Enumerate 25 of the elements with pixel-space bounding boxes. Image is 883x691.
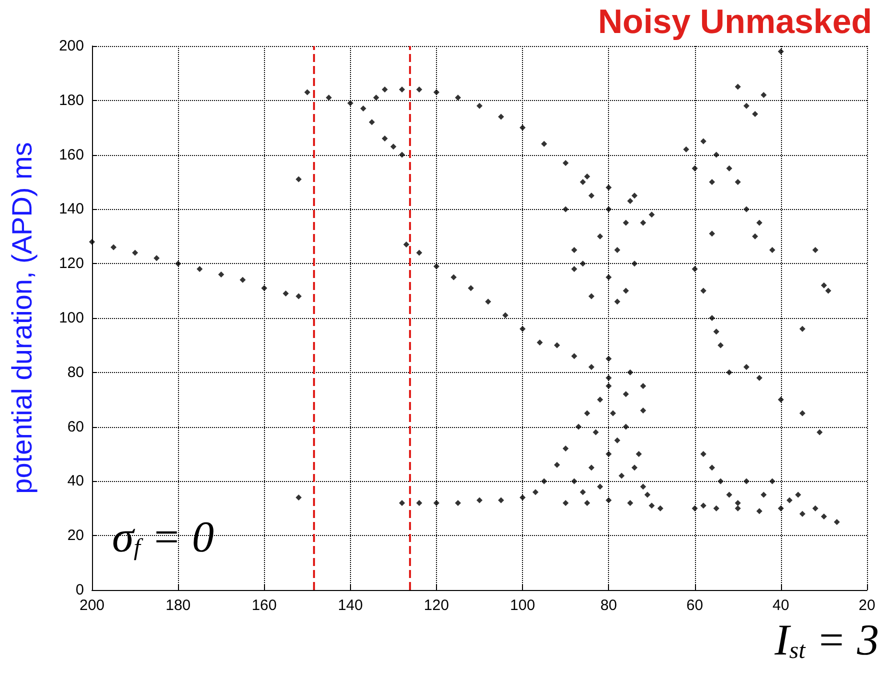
chart-title: Noisy Unmasked	[598, 3, 872, 41]
x-tick-label: 100	[510, 597, 536, 614]
y-tick-label: 200	[58, 38, 84, 54]
text: Ist = 3	[774, 616, 880, 664]
y-tick-label: 120	[58, 255, 84, 272]
x-tick-label: 40	[772, 597, 790, 614]
y-tick-label: 80	[67, 364, 84, 381]
y-tick-label: 180	[58, 92, 84, 109]
y-tick-label: 140	[58, 200, 84, 218]
y-tick-label: 0	[76, 582, 84, 598]
y-axis-title: potential duration, (APD) ms	[6, 142, 38, 494]
x-tick-label: 140	[338, 597, 363, 614]
x-tick-label: 60	[686, 597, 704, 614]
y-tick-label: 100	[58, 310, 84, 326]
y-tick-label: 160	[58, 146, 84, 164]
annotation: σf = 0	[112, 512, 214, 562]
y-tick-label: 20	[67, 527, 84, 544]
x-tick-label: 160	[252, 597, 277, 614]
x-tick-label: 20	[858, 597, 876, 614]
x-tick-label: 180	[166, 597, 191, 614]
y-tick-label: 60	[67, 418, 84, 436]
x-tick-label: 200	[79, 597, 105, 614]
y-tick-label: 40	[67, 472, 84, 490]
x-tick-label: 80	[600, 597, 618, 614]
x-tick-label: 120	[424, 597, 449, 614]
